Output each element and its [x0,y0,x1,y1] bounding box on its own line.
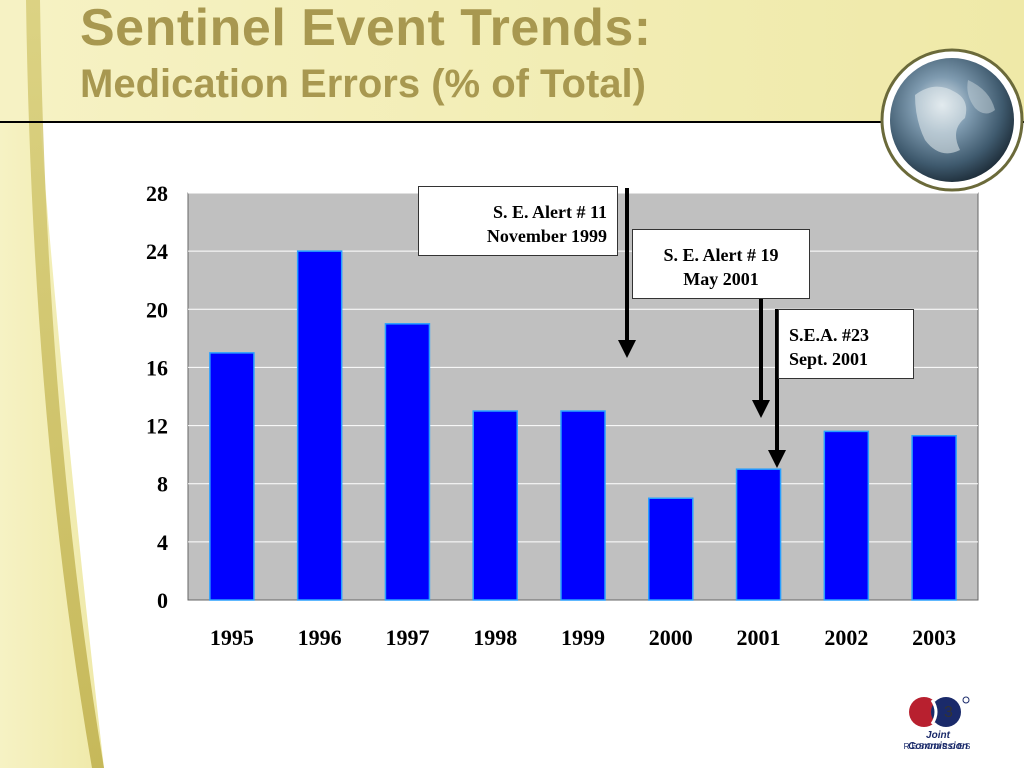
slide-number: 3 [944,704,953,721]
bar-2003 [911,434,957,601]
bar-1998 [472,410,518,601]
title-line-2: Medication Errors (% of Total) [80,62,646,106]
bar-1997 [384,323,431,601]
joint-commission-logo: Joint Commission RESOURCES [896,694,980,754]
y-tick-label: 12 [146,414,168,439]
logo-text-line-2: RESOURCES [903,742,973,751]
x-tick-label: 2002 [824,625,868,650]
logo-text-line-1: Joint Commission [907,730,968,752]
x-tick-label: 2001 [737,625,781,650]
x-tick-label: 1995 [210,625,254,650]
bar-1996 [296,250,343,601]
x-tick-label: 2000 [649,625,693,650]
annotation-alert-19: S. E. Alert # 19 May 2001 [632,229,810,299]
annotation-alert-11-date: November 1999 [486,226,607,246]
annotation-alert-23-date: Sept. 2001 [789,349,869,369]
bar-2000 [648,497,694,601]
x-tick-label: 1997 [385,625,429,650]
title-line-1: Sentinel Event Trends: [80,0,652,57]
y-tick-label: 20 [146,297,168,322]
annotation-alert-11-title: S. E. Alert # 11 [492,202,607,222]
y-tick-label: 28 [146,181,168,206]
arrow-alert-23-head [768,450,786,468]
joint-commission-emblem-icon [909,696,970,727]
y-tick-label: 4 [157,530,168,555]
y-tick-label: 16 [146,355,168,380]
left-accent-stripe [26,0,104,768]
header-band [0,0,1024,122]
x-tick-label: 1999 [561,625,605,650]
arrow-alert-11-head [618,340,636,358]
annotation-alert-23-title: S.E.A. #23 [789,325,870,345]
y-tick-label: 24 [146,239,168,264]
x-tick-label: 1996 [298,625,342,650]
bar-1999 [560,410,606,601]
y-tick-label: 8 [157,472,168,497]
bar-2002 [823,430,870,601]
annotation-alert-11: S. E. Alert # 11 November 1999 [418,186,618,256]
x-tick-label: 2003 [912,625,956,650]
bar-1995 [209,352,255,601]
globe-icon [880,48,1024,192]
slide-title: Sentinel Event Trends: Medication Errors… [80,2,652,104]
bar-2001 [735,468,782,601]
annotation-alert-23: S.E.A. #23 Sept. 2001 [778,309,914,379]
arrow-alert-19-head [752,400,770,418]
annotation-alert-19-date: May 2001 [683,269,759,289]
annotation-alert-19-title: S. E. Alert # 19 [663,245,779,265]
x-tick-label: 1998 [473,625,517,650]
y-tick-label: 0 [157,588,168,613]
